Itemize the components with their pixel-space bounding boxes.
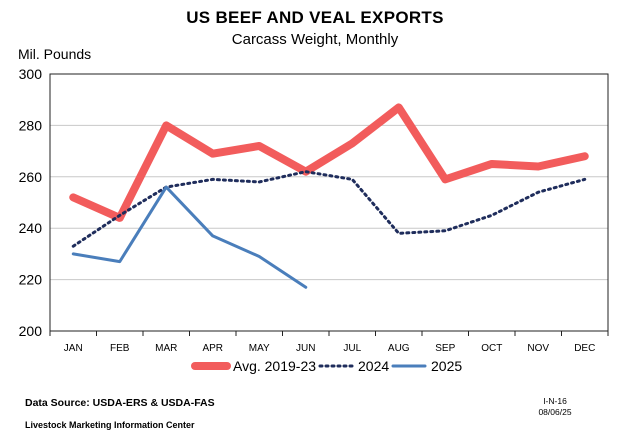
y-tick-label: 260 [19,169,43,185]
legend-label-1: 2024 [358,358,389,374]
y-axis-label: Mil. Pounds [18,46,92,62]
legend-label-2: 2025 [431,358,462,374]
x-tick-label: FEB [110,343,130,354]
chart-date: 08/06/25 [538,407,572,417]
x-tick-label: SEP [435,343,455,354]
chart-code: I-N-16 08/06/25 [525,396,585,418]
x-tick-label: DEC [574,343,595,354]
x-tick-label: APR [202,343,223,354]
chart-title: US BEEF AND VEAL EXPORTS [186,8,444,27]
x-tick-label: OCT [481,343,502,354]
series-line-0 [69,103,589,222]
plot-area [49,73,609,332]
y-tick-label: 220 [19,272,43,288]
chart-id: I-N-16 [543,396,567,406]
organization: Livestock Marketing Information Center [25,420,195,430]
series-line-2 [71,185,308,289]
data-source: Data Source: USDA-ERS & USDA-FAS [25,397,215,409]
x-tick-label: NOV [527,343,549,354]
x-tick-label: MAY [249,343,270,354]
y-tick-label: 200 [19,323,43,339]
y-tick-label: 240 [19,220,43,236]
chart-subtitle: Carcass Weight, Monthly [231,31,399,48]
x-tick-label: JAN [64,343,83,354]
y-tick-label: 300 [19,66,43,82]
series-line-1 [71,170,587,248]
x-tick-label: MAR [155,343,177,354]
x-tick-label: JUN [296,343,315,354]
x-tick-label: JUL [343,343,361,354]
y-tick-label: 280 [19,117,43,133]
x-tick-label: AUG [388,343,410,354]
legend-label-0: Avg. 2019-23 [233,358,316,374]
